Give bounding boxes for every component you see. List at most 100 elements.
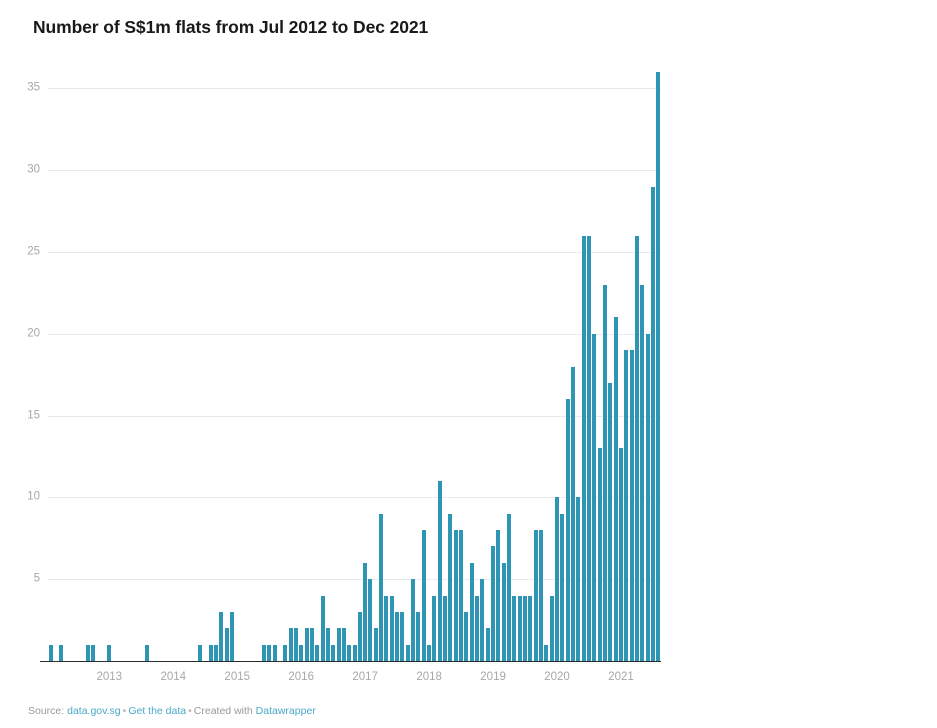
bar[interactable] [549, 595, 554, 661]
footer-source-link[interactable]: data.gov.sg [67, 705, 121, 717]
bar[interactable] [331, 644, 336, 661]
bar[interactable] [416, 611, 421, 661]
footer-separator-2: • [188, 705, 192, 717]
bar[interactable] [373, 628, 378, 661]
bar[interactable] [405, 644, 410, 661]
bar[interactable] [576, 497, 581, 661]
bar[interactable] [635, 235, 639, 661]
bar[interactable] [309, 628, 314, 661]
bar[interactable] [517, 595, 522, 661]
bar[interactable] [379, 513, 384, 661]
bar[interactable] [208, 644, 213, 661]
bar[interactable] [512, 595, 517, 661]
bar[interactable] [315, 644, 320, 661]
bar[interactable] [421, 530, 426, 661]
bar[interactable] [581, 235, 586, 661]
x-tick-label-2018: 2018 [416, 671, 442, 683]
bar[interactable] [592, 333, 597, 661]
bar[interactable] [363, 562, 368, 661]
x-tick-label-2013: 2013 [96, 671, 123, 683]
chart-title: Number of S$1m flats from Jul 2012 to De… [33, 17, 429, 37]
bar[interactable] [48, 644, 53, 661]
bar[interactable] [59, 644, 64, 661]
bar[interactable] [91, 644, 96, 661]
bar[interactable] [357, 611, 362, 661]
bar[interactable] [645, 333, 650, 661]
bar[interactable] [272, 644, 277, 661]
bar[interactable] [485, 628, 490, 661]
bar[interactable] [597, 448, 602, 661]
bar[interactable] [213, 644, 218, 661]
bar[interactable] [624, 350, 629, 661]
bar[interactable] [293, 628, 298, 661]
bar[interactable] [283, 644, 288, 661]
bar[interactable] [411, 579, 416, 661]
bar[interactable] [437, 481, 442, 661]
bar[interactable] [453, 530, 458, 661]
bar[interactable] [613, 317, 618, 661]
bar[interactable] [325, 628, 330, 661]
bar[interactable] [267, 644, 272, 661]
bar[interactable] [608, 382, 613, 661]
bar[interactable] [341, 628, 346, 661]
bar[interactable] [571, 366, 576, 661]
bar[interactable] [395, 611, 400, 661]
bar[interactable] [560, 513, 565, 661]
bar-series [48, 72, 661, 661]
bar[interactable] [352, 644, 357, 661]
bar[interactable] [459, 530, 464, 661]
x-tick-label-2016: 2016 [288, 671, 314, 683]
x-tick-label-2021: 2021 [608, 671, 634, 683]
bar[interactable] [347, 644, 352, 661]
bar[interactable] [384, 595, 389, 661]
bar[interactable] [464, 611, 469, 661]
bar[interactable] [197, 644, 202, 661]
bar[interactable] [85, 644, 90, 661]
bar[interactable] [539, 530, 544, 661]
y-tick-label-20: 20 [27, 327, 40, 340]
footer-get-data-link[interactable]: Get the data [128, 705, 187, 717]
bar[interactable] [219, 611, 224, 661]
bar[interactable] [304, 628, 309, 661]
bar[interactable] [528, 595, 533, 661]
bar[interactable] [507, 513, 512, 661]
bar[interactable] [533, 530, 538, 661]
bar[interactable] [336, 628, 341, 661]
bar[interactable] [619, 448, 624, 661]
bar[interactable] [261, 644, 266, 661]
bar[interactable] [229, 611, 234, 661]
bar[interactable] [629, 350, 634, 661]
footer-source-prefix: Source: [28, 705, 65, 717]
bar[interactable] [480, 579, 485, 661]
bar[interactable] [475, 595, 480, 661]
bar[interactable] [432, 595, 437, 661]
x-tick-label-2017: 2017 [352, 671, 378, 683]
bar[interactable] [544, 644, 549, 661]
bar[interactable] [555, 497, 560, 661]
bar[interactable] [368, 579, 373, 661]
bar[interactable] [448, 513, 453, 661]
bar[interactable] [443, 595, 448, 661]
bar[interactable] [523, 595, 528, 661]
bar[interactable] [400, 611, 405, 661]
bar[interactable] [299, 644, 304, 661]
x-tick-label-2019: 2019 [480, 671, 506, 683]
bar[interactable] [224, 628, 229, 661]
bar[interactable] [469, 562, 474, 661]
bar[interactable] [656, 72, 661, 661]
bar[interactable] [587, 235, 592, 661]
bar[interactable] [320, 595, 325, 661]
bar[interactable] [501, 562, 506, 661]
bar[interactable] [640, 284, 645, 661]
bar[interactable] [389, 595, 394, 661]
bar[interactable] [288, 628, 293, 661]
bar[interactable] [491, 546, 496, 661]
bar[interactable] [496, 530, 501, 661]
bar[interactable] [107, 644, 112, 661]
bar[interactable] [603, 284, 608, 661]
bar[interactable] [144, 644, 149, 661]
bar[interactable] [651, 186, 655, 661]
bar[interactable] [565, 399, 570, 661]
bar[interactable] [427, 644, 432, 661]
footer-datawrapper-link[interactable]: Datawrapper [255, 705, 316, 717]
